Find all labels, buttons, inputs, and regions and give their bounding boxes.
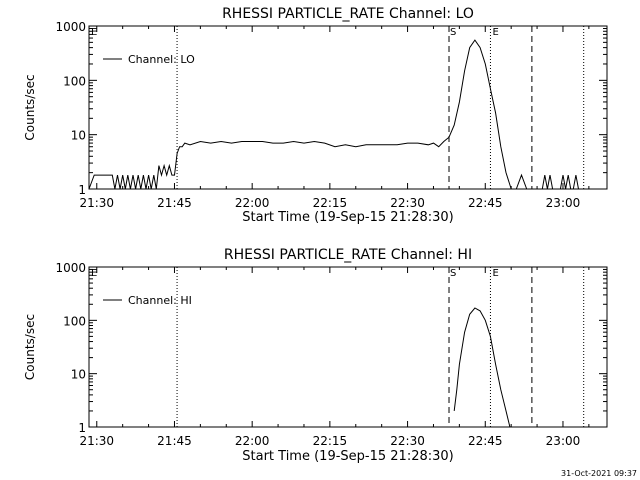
x-axis-label: Start Time (19-Sep-15 21:28:30): [242, 449, 453, 464]
y-tick-label: 100: [63, 314, 86, 328]
y-tick-label: 10: [71, 129, 86, 143]
y-tick-label: 100: [63, 74, 86, 88]
chart-title: RHESSI PARTICLE_RATE Channel: HI: [224, 247, 472, 263]
x-tick-label: 23:00: [546, 196, 581, 210]
y-tick-label: 1000: [55, 20, 86, 34]
legend-entry: Channel: LO: [128, 53, 195, 66]
y-tick-label: 1: [78, 183, 86, 197]
y-tick-label: 1000: [55, 261, 86, 275]
x-tick-label: 22:15: [313, 196, 348, 210]
plot-frame: [88, 266, 608, 428]
chart-title: RHESSI PARTICLE_RATE Channel: LO: [222, 6, 474, 22]
x-tick-label: 22:45: [468, 434, 503, 448]
x-tick-label: 22:00: [235, 196, 270, 210]
x-tick-label: 23:00: [546, 434, 581, 448]
y-axis-label: Counts/sec: [23, 314, 37, 380]
x-tick-label: 21:30: [79, 196, 114, 210]
start-marker-label: S: [450, 268, 456, 279]
y-tick-label: 10: [71, 368, 86, 382]
start-marker-label: S: [450, 27, 456, 38]
end-marker-label: E: [492, 27, 498, 38]
start-corner-mark: E: [91, 268, 97, 279]
x-tick-label: 21:45: [157, 196, 192, 210]
series-line: [453, 307, 511, 428]
panel-lo-channel: RHESSI PARTICLE_RATE Channel: LO 21:30 21:…: [23, 6, 608, 225]
panel-hi-channel: RHESSI PARTICLE_RATE Channel: HI 21:30 21:…: [23, 247, 608, 464]
legend-entry: Channel: HI: [128, 294, 192, 307]
series-line: [88, 39, 579, 190]
x-axis-label: Start Time (19-Sep-15 21:28:30): [242, 210, 453, 225]
x-tick-label: 22:45: [468, 196, 503, 210]
x-tick-label: 22:30: [390, 434, 425, 448]
plot-frame: [88, 25, 608, 190]
end-marker-label: E: [492, 268, 498, 279]
footer-timestamp: 31-Oct-2021 09:37: [561, 469, 637, 478]
x-tick-label: 21:45: [157, 434, 192, 448]
start-corner-mark: E: [91, 27, 97, 38]
x-tick-label: 22:15: [313, 434, 348, 448]
y-tick-label: 1: [78, 421, 86, 435]
x-tick-label: 21:30: [79, 434, 114, 448]
x-tick-label: 22:30: [390, 196, 425, 210]
x-tick-label: 22:00: [235, 434, 270, 448]
y-axis-label: Counts/sec: [23, 74, 37, 140]
